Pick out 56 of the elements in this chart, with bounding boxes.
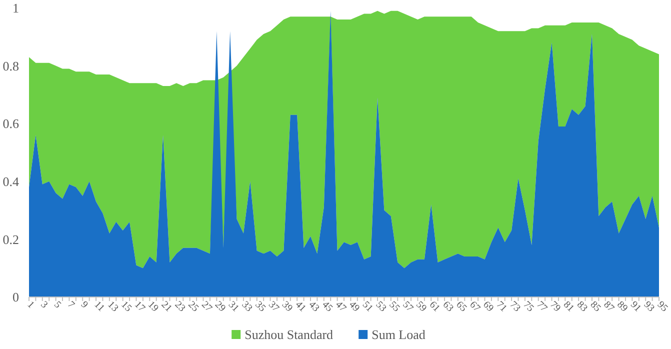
x-tick-label: 23 [172,299,188,314]
x-tick-label: 95 [654,299,670,314]
y-tick-label: 0.8 [2,58,19,74]
x-tick-label: 61 [427,299,442,314]
x-tick-label: 75 [520,299,536,314]
x-tick-label: 29 [212,299,228,314]
x-tick-label: 27 [199,299,214,314]
x-tick-label: 71 [494,299,509,314]
x-tick-label: 5 [52,299,63,311]
x-tick-label: 7 [65,299,76,311]
x-tick-label: 37 [266,299,282,314]
x-tick-label: 31 [226,299,241,314]
y-tick-label: 0 [12,290,19,305]
x-tick-label: 43 [306,299,322,314]
x-tick-label: 9 [78,299,90,311]
x-tick-label: 19 [146,299,160,314]
x-tick-label: 21 [158,299,174,314]
y-tick-label: 1 [12,0,19,16]
x-tick-label: 85 [588,299,603,314]
x-tick-label: 47 [333,299,348,314]
x-tick-label: 91 [628,299,643,314]
x-tick-label: 17 [132,299,147,314]
x-tick-label: 55 [386,299,402,314]
x-tick-label: 33 [239,299,254,314]
x-tick-label: 41 [292,299,308,314]
legend-label: Suzhou Standard [244,327,334,342]
x-tick-label: 83 [574,299,590,314]
y-tick-label: 0.2 [2,232,19,247]
x-tick-label: 59 [414,299,428,314]
x-tick-label: 51 [360,299,375,314]
x-tick-label: 77 [534,299,550,314]
x-tick-label: 15 [118,299,134,314]
x-tick-label: 3 [38,299,50,311]
x-tick-label: 11 [92,299,106,314]
x-tick-label: 81 [561,299,576,314]
x-tick-label: 1 [24,299,36,311]
x-tick-label: 65 [454,299,469,314]
y-tick-label: 0.4 [2,174,20,189]
x-tick-label: 79 [548,299,562,314]
x-tick-label: 49 [346,299,362,314]
x-tick-label: 35 [252,299,268,314]
legend-label: Sum Load [372,327,426,342]
x-tick-label: 93 [641,299,656,314]
x-tick-label: 53 [373,299,388,314]
x-tick-label: 73 [507,299,522,314]
x-tick-label: 67 [467,299,482,314]
x-tick-label: 87 [601,299,616,314]
x-tick-label: 39 [280,299,294,314]
x-tick-label: 45 [320,299,335,314]
x-tick-label: 69 [480,299,496,314]
x-tick-label: 25 [186,299,201,314]
x-tick-label: 57 [400,299,416,314]
x-tick-label: 13 [105,299,120,314]
x-tick-label: 89 [614,299,630,314]
x-tick-label: 63 [440,299,456,314]
y-tick-label: 0.6 [2,116,20,132]
